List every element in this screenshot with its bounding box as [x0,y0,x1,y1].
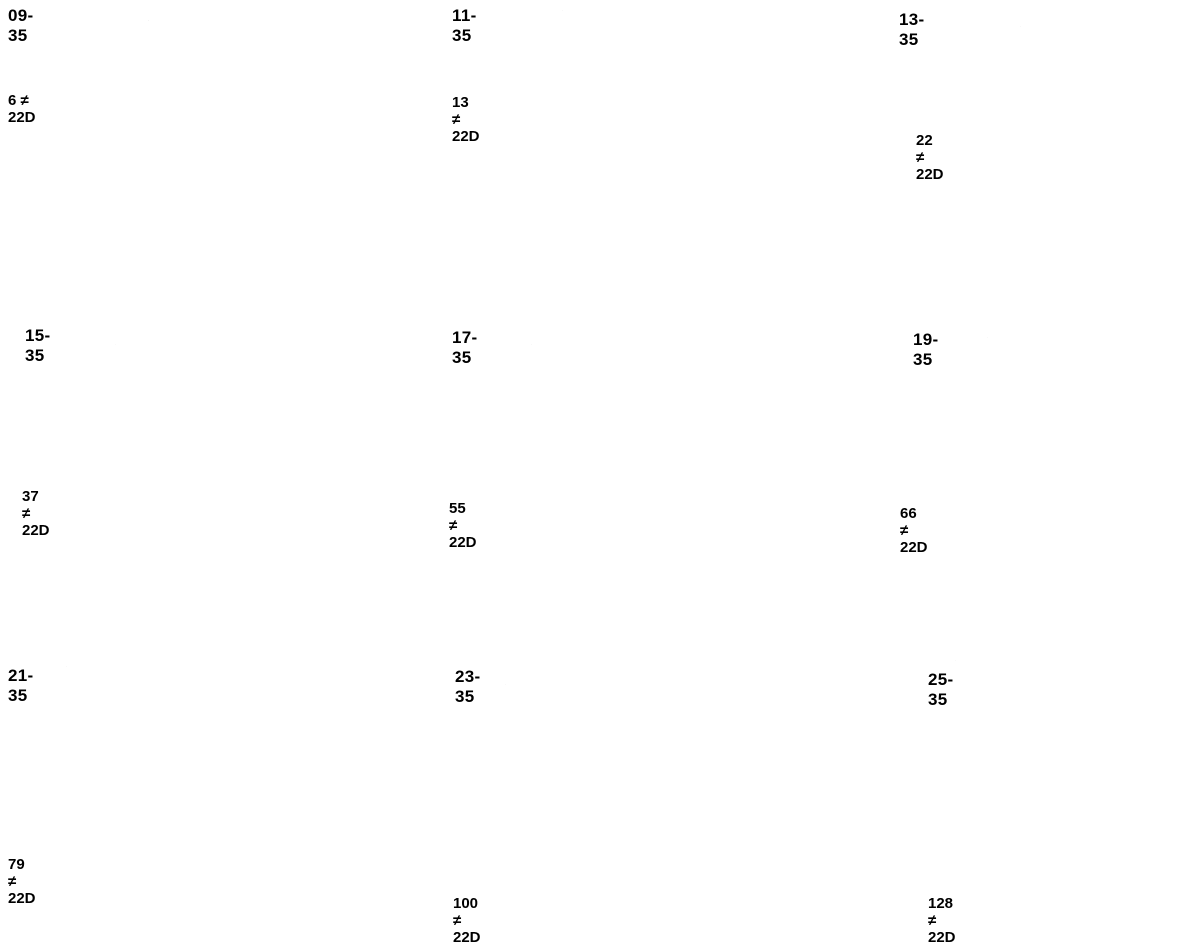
contact-count: 66 ≠ 22D [900,505,928,556]
connector-code: 17-35 [452,328,477,368]
connector-code: 15-35 [25,326,50,366]
connector-code: 13-35 [899,10,924,50]
contact-count: 55 ≠ 22D [449,500,477,551]
connector-face [955,660,956,661]
connector-face [562,10,563,11]
connector-code: 19-35 [913,330,938,370]
connector-face [531,344,532,345]
connector-code: 25-35 [928,670,953,710]
connector-code: 11-35 [452,6,477,46]
connector-face [148,20,149,21]
contact-count: 100 ≠ 22D [453,895,481,946]
connector-face [115,344,116,345]
connector-face [66,666,67,667]
contact-count: 13 ≠ 22D [452,94,480,145]
connector-code: 09-35 [8,6,33,46]
connector-code: 21-35 [8,666,33,706]
contact-count: 79 ≠ 22D [8,856,36,907]
connector-face [505,684,506,685]
contact-count: 22 ≠ 22D [916,132,944,183]
contact-count: 6 ≠ 22D [8,92,36,126]
contact-count: 37 ≠ 22D [22,488,50,539]
connector-code: 23-35 [455,667,480,707]
connector-face [987,337,988,338]
connector-face [1020,26,1021,27]
contact-count: 128 ≠ 22D [928,895,956,946]
